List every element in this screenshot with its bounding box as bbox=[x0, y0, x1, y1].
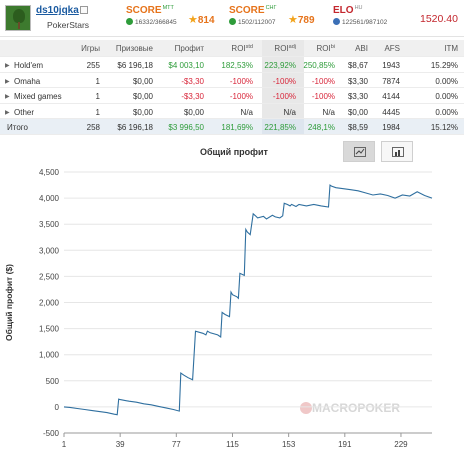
x-tick-label: 39 bbox=[116, 440, 125, 449]
col-roi-bi[interactable]: ROIbi bbox=[316, 44, 335, 53]
col-afs[interactable]: AFS bbox=[384, 44, 400, 53]
table-row[interactable]: ▶ Hold'em 255 $6 196,18 $4 003,10 182,53% 223,… bbox=[0, 57, 464, 73]
medal-icon bbox=[333, 18, 340, 25]
x-tick-label: 77 bbox=[172, 440, 181, 449]
col-roi-std[interactable]: ROIstd bbox=[231, 44, 253, 53]
col-itm[interactable]: ITM bbox=[444, 44, 458, 53]
medal-icon bbox=[126, 18, 133, 25]
profile-card-icon[interactable] bbox=[80, 6, 88, 14]
watermark-logo-icon bbox=[300, 402, 312, 414]
col-roi-adj[interactable]: ROIadj bbox=[274, 44, 296, 53]
elo-block: ELOHU 122561/987102 1520.40 bbox=[333, 5, 458, 26]
table-row[interactable]: ▶ Other 1 $0,00 $0,00 N/a N/a N/a $0,00 4445 0.00% bbox=[0, 103, 464, 119]
profit-chart: MACROPOKER -500 0 500 1,000 1,500 2,000 2,500 3,… bbox=[4, 168, 433, 449]
col-prize[interactable]: Призовые bbox=[115, 44, 153, 53]
x-tick-label: 115 bbox=[226, 440, 239, 449]
line-chart-toggle[interactable] bbox=[343, 141, 375, 162]
col-profit[interactable]: Профит bbox=[174, 44, 204, 53]
medal-icon bbox=[229, 18, 236, 25]
avatar[interactable] bbox=[5, 5, 31, 31]
col-games[interactable]: Игры bbox=[81, 44, 100, 53]
x-tick-label: 191 bbox=[338, 440, 352, 449]
y-tick-label: 1,500 bbox=[39, 325, 60, 334]
table-total-row: Итого 258 $6 196,18 $3 996,50 181,69% 22… bbox=[0, 119, 464, 135]
username-link[interactable]: ds10jqka bbox=[36, 5, 79, 16]
bar-chart-toggle[interactable] bbox=[381, 141, 413, 162]
chart-title: Общий профит bbox=[200, 147, 268, 157]
table-row[interactable]: ▶ Mixed games 1 $0,00 -$3,30 -100% -100% -100% $… bbox=[0, 88, 464, 104]
y-axis-label: Общий профит ($) bbox=[4, 264, 14, 341]
star-icon: ★ bbox=[288, 14, 298, 26]
y-tick-label: 500 bbox=[46, 377, 60, 386]
y-tick-label: 4,500 bbox=[39, 168, 60, 177]
table-header-row: Игры Призовые Профит ROIstd ROIadj ROIbi… bbox=[0, 40, 464, 57]
col-abi[interactable]: ABI bbox=[355, 44, 368, 53]
expand-arrow-icon[interactable]: ▶ bbox=[5, 109, 10, 116]
expand-arrow-icon[interactable]: ▶ bbox=[5, 78, 10, 85]
stats-table: Игры Призовые Профит ROIstd ROIadj ROIbi… bbox=[0, 40, 464, 135]
y-tick-label: 4,000 bbox=[39, 194, 60, 203]
y-tick-label: -500 bbox=[43, 429, 60, 438]
y-tick-label: 3,500 bbox=[39, 220, 60, 229]
y-tick-label: 3,000 bbox=[39, 246, 60, 255]
score-mtt-block: SCOREМТТ 16332/366845 ★814 bbox=[126, 5, 215, 26]
y-tick-label: 2,000 bbox=[39, 299, 60, 308]
player-header: ds10jqka ♠PokerStars SCOREМТТ 16332/3668… bbox=[0, 0, 464, 50]
x-tick-label: 153 bbox=[282, 440, 296, 449]
expand-arrow-icon[interactable]: ▶ bbox=[5, 94, 10, 100]
line-chart-icon bbox=[354, 147, 366, 157]
bar-chart-icon bbox=[392, 147, 404, 157]
table-row[interactable]: ▶ Omaha 1 $0,00 -$3,30 -100% -100% -100% $3,30 78… bbox=[0, 72, 464, 88]
score-cis-block: SCOREСНГ 1502/112007 ★789 bbox=[229, 5, 315, 26]
expand-arrow-icon[interactable]: ▶ bbox=[5, 63, 10, 69]
watermark: MACROPOKER bbox=[312, 401, 400, 415]
profit-series-line bbox=[63, 184, 433, 416]
y-tick-label: 1,000 bbox=[39, 351, 60, 360]
x-tick-label: 1 bbox=[62, 440, 67, 449]
y-tick-label: 0 bbox=[55, 403, 60, 412]
x-tick-label: 229 bbox=[394, 440, 408, 449]
room-label: ♠PokerStars bbox=[36, 20, 89, 50]
y-tick-label: 2,500 bbox=[39, 272, 60, 281]
star-icon: ★ bbox=[188, 14, 198, 26]
